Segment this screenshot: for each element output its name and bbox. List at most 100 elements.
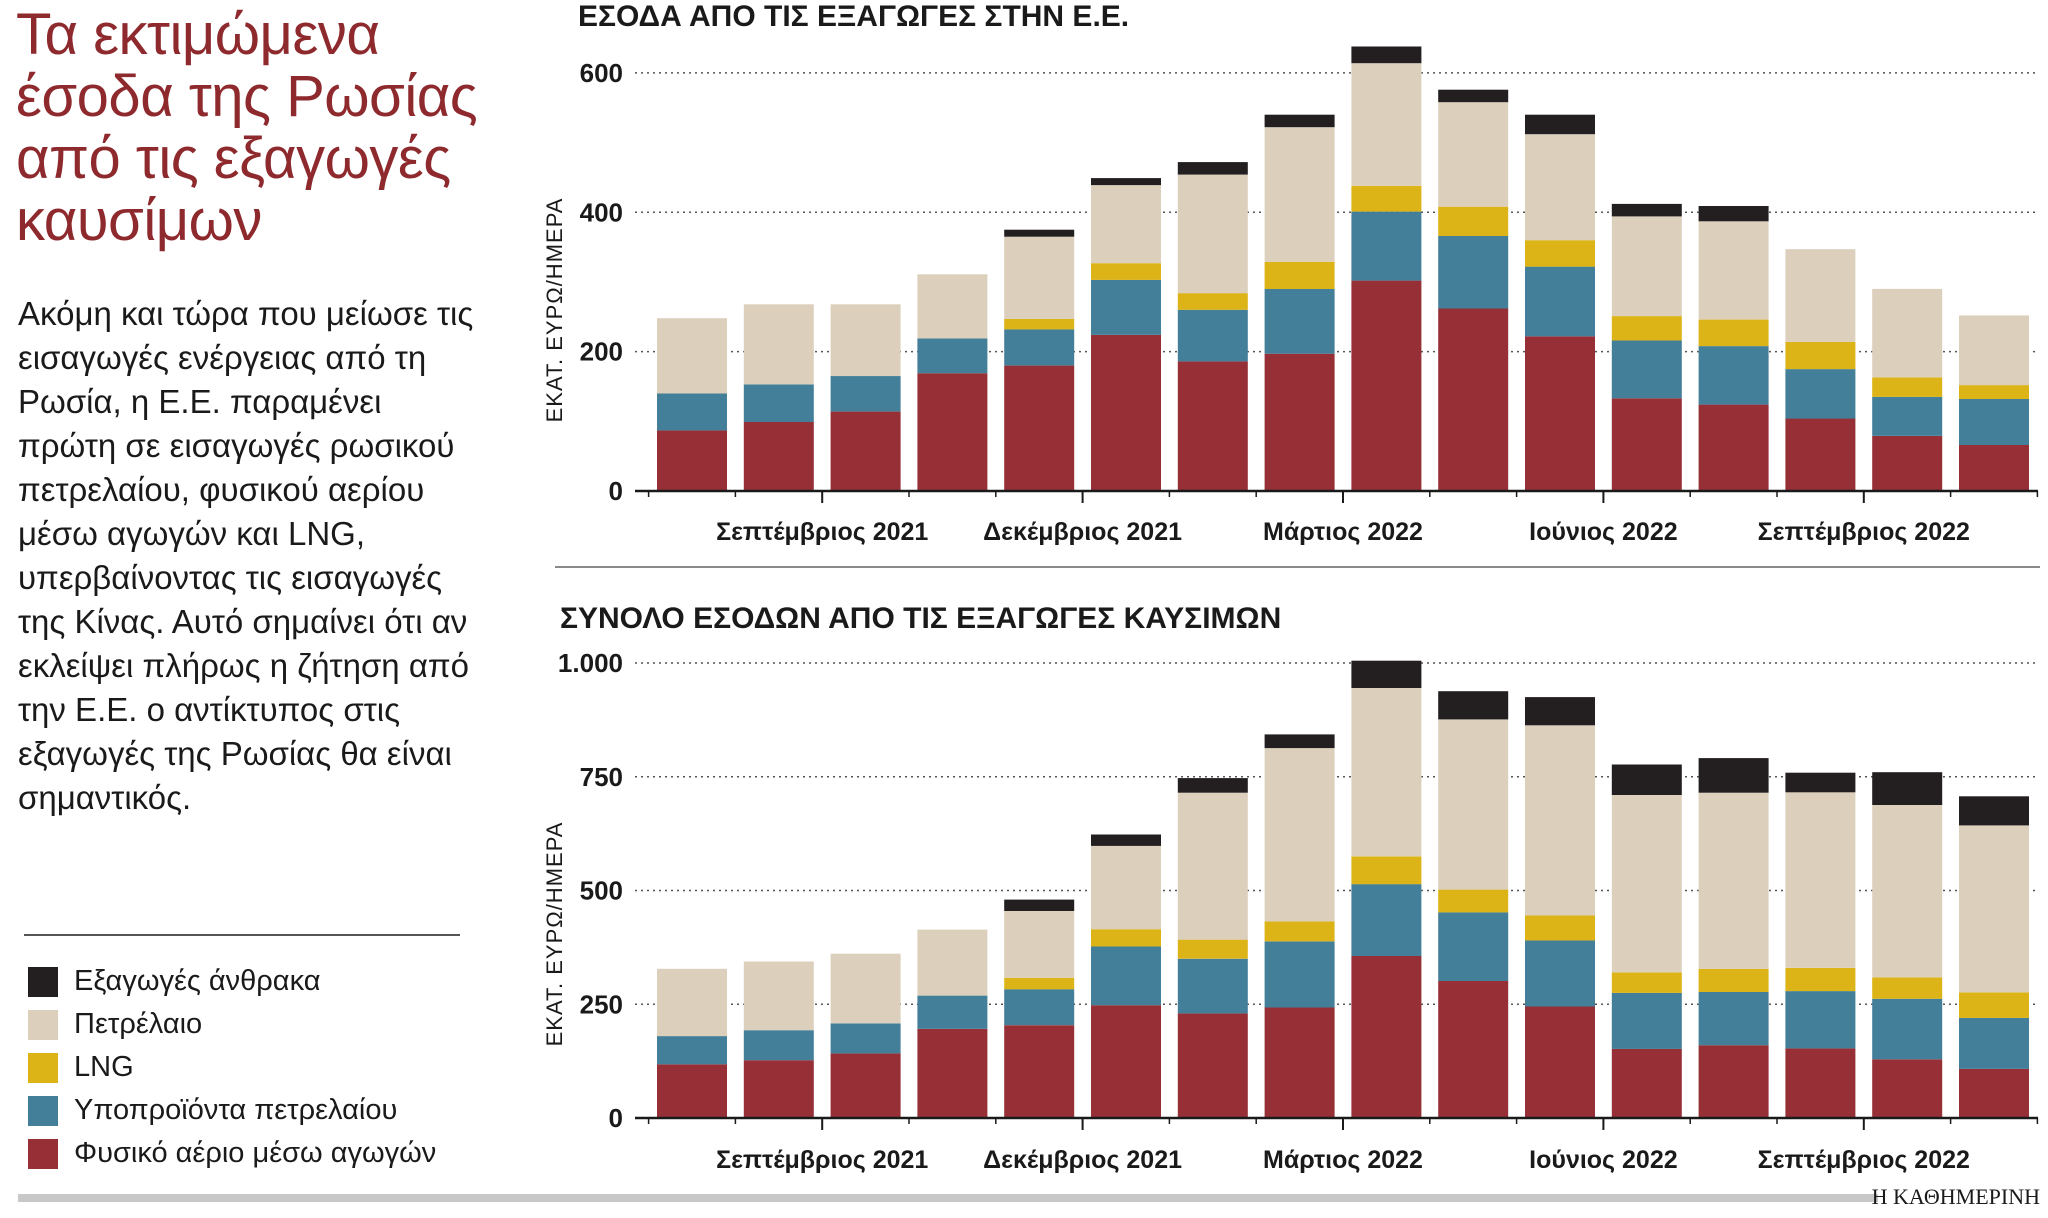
bar-segment	[1177, 958, 1248, 1014]
x-tick-label: Σεπτέμβριος 2021	[716, 1146, 928, 1174]
intro-text: Ακόμη και τώρα που μείωσε τις εισαγωγές …	[18, 295, 474, 816]
bar-segment	[1698, 1045, 1769, 1118]
bar-segment	[1264, 921, 1335, 942]
bar-segment	[1091, 929, 1161, 947]
bar-segment	[1525, 114, 1595, 135]
bar-segment	[1872, 288, 1943, 378]
bar-segment	[1091, 178, 1161, 186]
bar-segment	[830, 953, 901, 1024]
bar-segment	[1438, 102, 1509, 207]
legend-item-oil: Πετρέλαιο	[28, 1003, 436, 1046]
bar-segment	[1525, 1006, 1595, 1118]
bar-segment	[1872, 805, 1943, 978]
bar-segment	[830, 376, 901, 412]
bar-segment	[1264, 288, 1335, 354]
bar-segment	[1611, 203, 1682, 217]
bar-segment	[830, 304, 901, 377]
bar-segment	[1438, 912, 1509, 981]
bar-segment	[1959, 445, 2029, 491]
bar-segment	[1698, 404, 1769, 491]
legend-label: Εξαγωγές άνθρακα	[74, 965, 321, 997]
bar-segment	[1959, 399, 2029, 445]
bar-segment	[1264, 127, 1335, 262]
legend-label: Πετρέλαιο	[74, 1008, 203, 1040]
bar-segment	[1611, 316, 1682, 341]
bar-segment	[1004, 899, 1075, 911]
y-tick-label: 200	[580, 337, 623, 367]
bar-segment	[1611, 340, 1682, 399]
y-axis-label: ΕΚΑΤ. ΕΥΡΩ/ΗΜΕΡΑ	[542, 198, 567, 423]
bar-segment	[1177, 361, 1248, 491]
bar-segment	[1264, 734, 1335, 749]
x-tick-label: Μάρτιος 2022	[1263, 518, 1423, 546]
bar-segment	[1785, 249, 1856, 342]
bar-segment	[1351, 856, 1422, 885]
bar-segment	[1351, 185, 1422, 212]
bar-segment	[1872, 436, 1943, 491]
bar-segment	[1264, 261, 1335, 289]
bar-segment	[1177, 1013, 1248, 1118]
bar-segment	[1698, 968, 1769, 992]
legend-swatch	[28, 1009, 58, 1040]
bar-segment	[1351, 956, 1422, 1118]
legend-divider	[24, 934, 460, 936]
bar-segment	[1611, 795, 1682, 973]
bar-segment	[1004, 318, 1075, 330]
bar-segment	[657, 318, 727, 394]
bar-segment	[1611, 992, 1682, 1049]
bar-segment	[657, 968, 727, 1037]
bar-segment	[1785, 341, 1856, 370]
bar-segment	[1698, 319, 1769, 347]
bar-segment	[657, 393, 727, 431]
bar-segment	[1438, 206, 1509, 236]
bar-segment	[1698, 792, 1769, 969]
legend-label: Υποπροϊόντα πετρελαίου	[74, 1094, 398, 1126]
legend: Εξαγωγές άνθρακα Πετρέλαιο LNG Υποπροϊόν…	[28, 960, 436, 1175]
source-credit: Η ΚΑΘΗΜΕΡΙΝΗ	[1872, 1184, 2040, 1209]
bar-segment	[1959, 1017, 2029, 1069]
bar-segment	[917, 1028, 988, 1118]
bar-segment	[917, 995, 988, 1029]
bar-segment	[1611, 1048, 1682, 1118]
bar-segment	[1177, 309, 1248, 362]
bar-segment	[1785, 418, 1856, 491]
bar-segment	[1351, 884, 1422, 956]
bar-segment	[743, 1060, 814, 1118]
chart-eu-revenue: ΕΣΟΔΑ ΑΠΟ ΤΙΣ ΕΞΑΓΩΓΕΣ ΣΤΗΝ Ε.Ε. ΕΚΑΤ. Ε…	[542, 0, 2039, 546]
bar-segment	[1004, 329, 1075, 366]
bar-segment	[1351, 211, 1422, 281]
bar-segment	[1351, 46, 1422, 64]
footer-rule	[18, 1194, 1878, 1202]
bar-segment	[1698, 758, 1769, 793]
bar-segment	[1264, 1007, 1335, 1118]
bar-segment	[1698, 206, 1769, 222]
y-tick-label: 1.000	[558, 648, 623, 678]
bar-segment	[1611, 398, 1682, 491]
legend-item-pipeline-gas: Φυσικό αέριο μέσω αγωγών	[28, 1132, 436, 1175]
bar-segment	[1091, 279, 1161, 335]
bar-segment	[1004, 1025, 1075, 1118]
bar-segment	[1351, 660, 1422, 688]
bar-segment	[1611, 216, 1682, 317]
legend-label: LNG	[74, 1051, 134, 1083]
bar-segment	[1351, 688, 1422, 857]
bar-segment	[1525, 940, 1595, 1007]
bar-segment	[1525, 725, 1595, 916]
bar-segment	[1698, 221, 1769, 320]
bar-segment	[1004, 977, 1075, 990]
bar-segment	[1091, 946, 1161, 1006]
bar-segment	[1525, 697, 1595, 726]
bar-segment	[1264, 353, 1335, 491]
bar-segment	[1438, 308, 1509, 491]
bar-segment	[743, 961, 814, 1031]
y-axis-label: ΕΚΑΤ. ΕΥΡΩ/ΗΜΕΡΑ	[542, 822, 567, 1047]
bar-segment	[1872, 1059, 1943, 1118]
bar-segment	[1959, 796, 2029, 826]
bar-segment	[1438, 691, 1509, 720]
x-tick-label: Ιούνιος 2022	[1529, 518, 1677, 546]
bar-segment	[1264, 941, 1335, 1008]
y-tick-label: 0	[609, 476, 623, 506]
bar-segment	[1785, 991, 1856, 1049]
bar-segment	[657, 1064, 727, 1118]
legend-swatch	[28, 1138, 58, 1169]
